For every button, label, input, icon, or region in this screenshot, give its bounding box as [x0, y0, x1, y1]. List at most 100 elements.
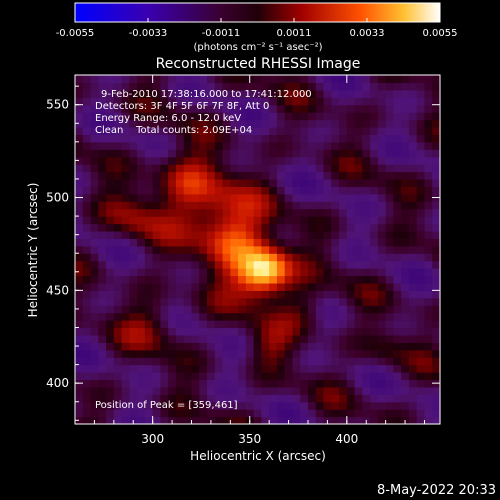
heatmap-cell [253, 357, 262, 366]
heatmap-cell [152, 238, 162, 247]
heatmap-cell [401, 89, 410, 98]
heatmap-cell [152, 342, 162, 351]
heatmap-cell [401, 394, 410, 403]
heatmap-cell [113, 297, 123, 306]
heatmap-cell [191, 178, 200, 187]
heatmap-cell [175, 112, 185, 121]
heatmap-cell [207, 164, 216, 173]
heatmap-cell [199, 260, 208, 269]
heatmap-cell [90, 238, 99, 247]
heatmap-cell [331, 119, 340, 128]
heatmap-cell [253, 134, 262, 143]
heatmap-cell [269, 149, 278, 158]
heatmap-cell [90, 89, 99, 98]
heatmap-cell [292, 320, 301, 329]
heatmap-cell [432, 401, 441, 410]
heatmap-cell [222, 119, 231, 128]
heatmap-cell [339, 253, 348, 262]
heatmap-cell [401, 253, 410, 262]
heatmap-cell [175, 186, 185, 195]
heatmap-cell [191, 320, 200, 329]
heatmap-cell [424, 186, 433, 195]
heatmap-cell [144, 349, 154, 358]
heatmap-cell [284, 334, 294, 343]
heatmap-cell [238, 327, 247, 336]
heatmap-cell [416, 89, 426, 98]
heatmap-cell [393, 305, 402, 314]
heatmap-cell [323, 260, 332, 269]
heatmap-cell [377, 290, 387, 299]
heatmap-cell [408, 357, 418, 366]
heatmap-cell [315, 186, 325, 195]
heatmap-cell [75, 327, 84, 336]
heatmap-cell [207, 230, 216, 239]
heatmap-cell [113, 75, 123, 84]
heatmap-cell [276, 305, 286, 314]
heatmap-cell [370, 119, 379, 128]
heatmap-cell [339, 297, 348, 306]
heatmap-cell [331, 75, 340, 84]
heatmap-cell [168, 134, 177, 143]
heatmap-cell [292, 230, 301, 239]
heatmap-cell [113, 193, 123, 202]
heatmap-cell [121, 327, 130, 336]
heatmap-cell [307, 320, 317, 329]
heatmap-cell [377, 416, 387, 425]
heatmap-cell [152, 208, 162, 217]
heatmap-cell [370, 386, 379, 395]
heatmap-cell [377, 193, 387, 202]
heatmap-cell [253, 401, 262, 410]
heatmap-cell [207, 208, 216, 217]
heatmap-cell [377, 342, 387, 351]
heatmap-cell [238, 334, 247, 343]
heatmap-cell [354, 156, 363, 165]
heatmap-cell [362, 349, 371, 358]
heatmap-cell [144, 89, 154, 98]
heatmap-cell [137, 119, 146, 128]
heatmap-cell [315, 89, 325, 98]
heatmap-cell [175, 379, 185, 388]
heatmap-cell [315, 275, 325, 284]
heatmap-cell [106, 171, 115, 180]
heatmap-cell [424, 149, 433, 158]
heatmap-cell [307, 394, 317, 403]
heatmap-cell [98, 104, 107, 113]
heatmap-cell [160, 260, 169, 269]
heatmap-cell [432, 320, 441, 329]
heatmap-cell [144, 164, 154, 173]
heatmap-cell [222, 268, 231, 277]
heatmap-cell [393, 171, 402, 180]
heatmap-cell [214, 126, 224, 136]
heatmap-cell [191, 223, 200, 232]
heatmap-cell [106, 119, 115, 128]
heatmap-cell [168, 349, 177, 358]
heatmap-cell [168, 119, 177, 128]
heatmap-cell [152, 104, 162, 113]
heatmap-cell [207, 119, 216, 128]
heatmap-cell [393, 386, 402, 395]
heatmap-cell [214, 164, 224, 173]
heatmap-cell [370, 357, 379, 366]
heatmap-cell [238, 141, 247, 150]
heatmap-cell [408, 82, 418, 91]
heatmap-cell [346, 75, 356, 84]
heatmap-cell [276, 334, 286, 343]
heatmap-cell [222, 141, 231, 150]
heatmap-cell [121, 312, 130, 321]
heatmap-cell [230, 268, 239, 277]
heatmap-cell [183, 327, 193, 336]
heatmap-cell [354, 75, 363, 84]
heatmap-cell [183, 82, 193, 91]
heatmap-cell [269, 119, 278, 128]
heatmap-cell [160, 245, 169, 254]
heatmap-cell [370, 104, 379, 113]
heatmap-cell [238, 104, 247, 113]
heatmap-cell [168, 320, 177, 329]
heatmap-cell [90, 186, 99, 195]
heatmap-cell [346, 379, 356, 388]
heatmap-cell [245, 223, 255, 232]
heatmap-cell [269, 416, 278, 425]
heatmap-cell [238, 238, 247, 247]
heatmap-cell [323, 201, 332, 210]
heatmap-cell [160, 386, 169, 395]
